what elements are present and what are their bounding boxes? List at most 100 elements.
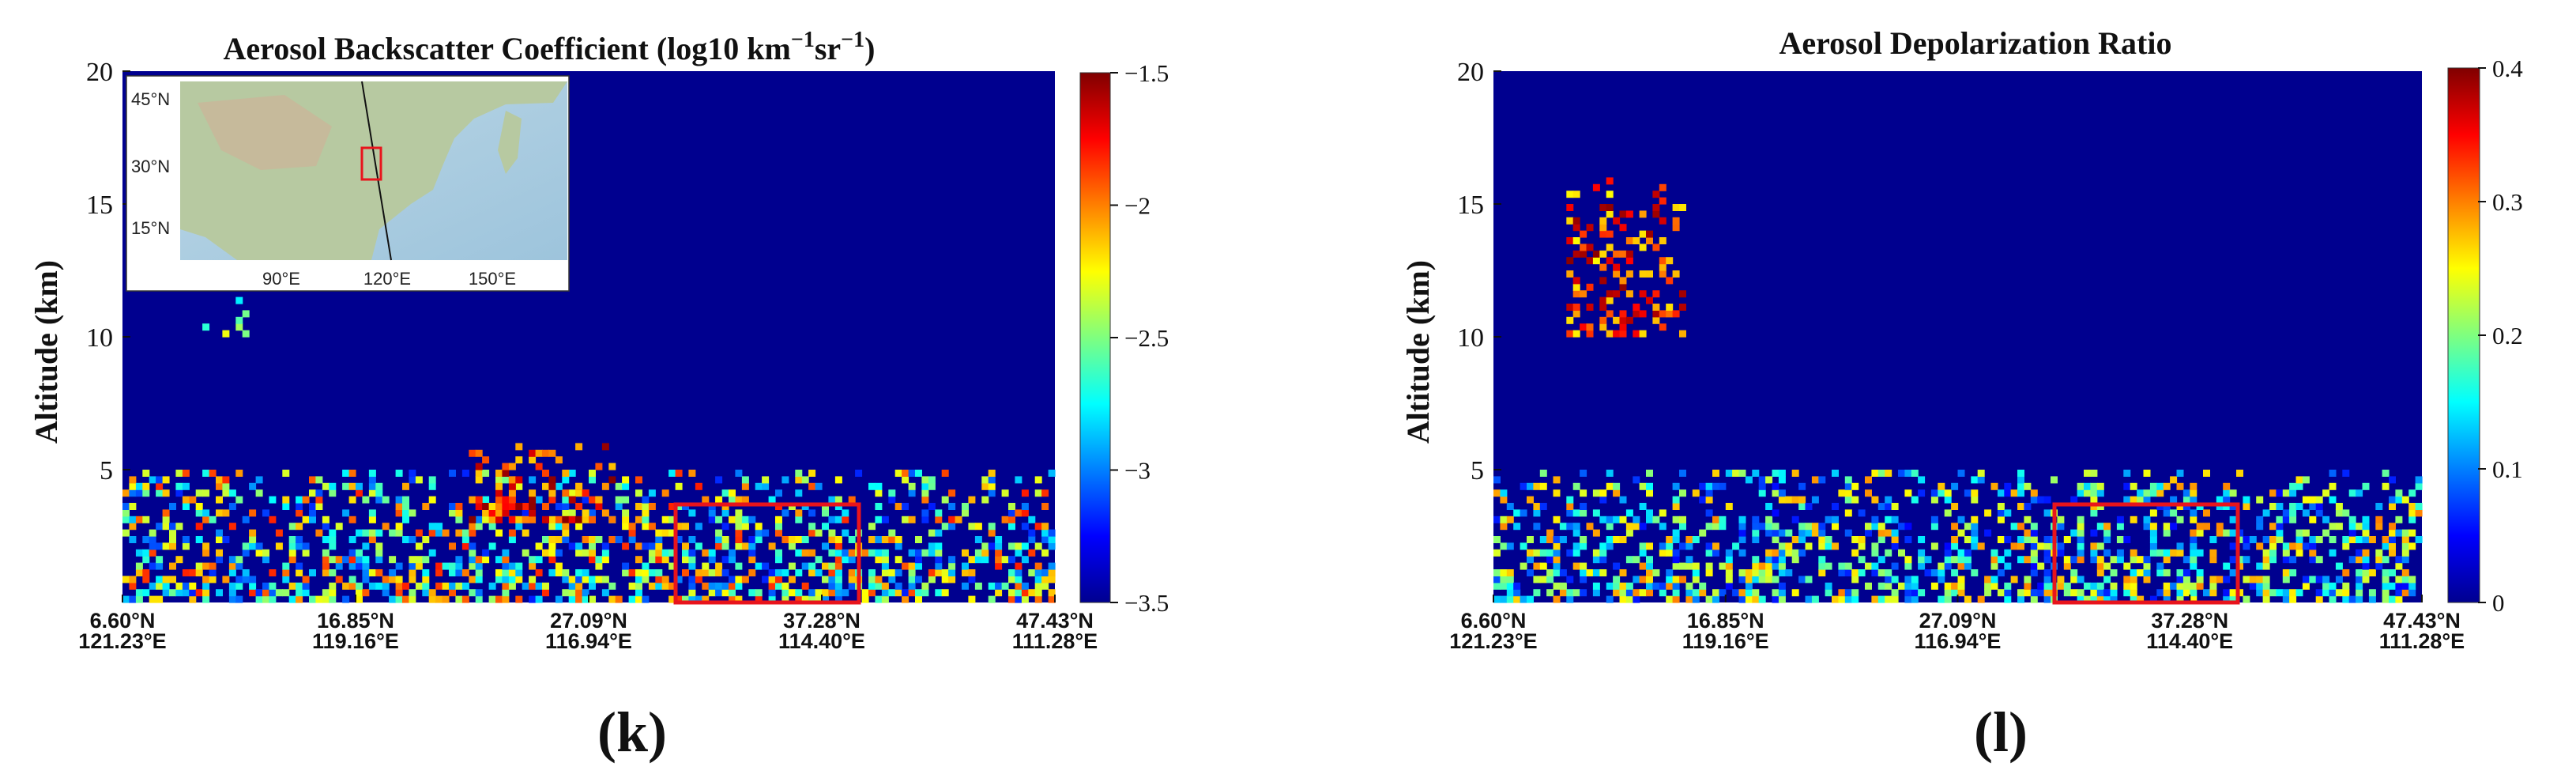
heatmap-cell (1944, 509, 1952, 517)
heatmap-cell (2004, 562, 2012, 570)
colorbar-tick-label: −2.5 (1124, 324, 1169, 352)
heatmap-cell (655, 549, 663, 557)
heatmap-cell (1500, 523, 1508, 531)
heatmap-cell (1951, 536, 1959, 543)
heatmap-cell (2110, 589, 2118, 597)
heatmap-cell (2289, 556, 2297, 564)
heatmap-cell (1679, 516, 1686, 523)
heatmap-cell (2116, 516, 2124, 523)
heatmap-cell (1725, 582, 1733, 590)
x-tick-lon: 114.40°E (2146, 629, 2233, 653)
heatmap-cell (555, 516, 563, 523)
heatmap-cell (189, 582, 197, 590)
heatmap-cell (695, 576, 702, 584)
heatmap-cell (915, 556, 922, 564)
heatmap-cell (142, 549, 150, 557)
heatmap-cell (962, 569, 969, 576)
heatmap-cell (628, 523, 636, 531)
heatmap-cell (2382, 542, 2390, 550)
heatmap-cell (1930, 523, 1938, 531)
heatmap-cell (1778, 569, 1786, 576)
heatmap-cell (2295, 589, 2303, 597)
heatmap-cell (2024, 589, 2032, 597)
heatmap-cell (2276, 529, 2284, 537)
heatmap-cell (1725, 562, 1733, 570)
heatmap-cell (2368, 569, 2376, 576)
heatmap-cell (2269, 536, 2277, 543)
heatmap-cell (2156, 589, 2164, 597)
heatmap-cell (409, 589, 416, 597)
heatmap-cell (2236, 470, 2243, 477)
heatmap-cell (2382, 595, 2390, 603)
heatmap-cell (708, 556, 716, 564)
heatmap-cell (1957, 582, 1965, 590)
heatmap-cell (1738, 516, 1746, 523)
heatmap-cell (1951, 589, 1959, 597)
heatmap-cell (881, 516, 889, 523)
heatmap-cell (2063, 589, 2071, 597)
heatmap-cell (1034, 523, 1042, 531)
heatmap-cell (1619, 536, 1627, 543)
heatmap-cell (628, 529, 636, 537)
heatmap-cell (828, 582, 836, 590)
heatmap-cell (1758, 476, 1766, 484)
heatmap-cell (1606, 470, 1614, 477)
heatmap-cell (156, 476, 164, 484)
heatmap-cell (729, 549, 736, 557)
heatmap-cell (2329, 589, 2337, 597)
heatmap-cell (1818, 536, 1826, 543)
heatmap-cell (322, 595, 330, 603)
heatmap-cell (881, 562, 889, 570)
heatmap-cell (2209, 582, 2217, 590)
heatmap-cell (702, 582, 710, 590)
heatmap-cell (2382, 482, 2390, 490)
heatmap-cell (535, 449, 543, 457)
heatmap-cell (622, 542, 630, 550)
heatmap-cell (2043, 582, 2051, 590)
heatmap-cell (2295, 549, 2303, 557)
inset-map-japan (498, 111, 522, 174)
heatmap-cell (368, 489, 376, 497)
heatmap-cell (908, 589, 916, 597)
heatmap-cell (622, 482, 630, 490)
heatmap-cell (575, 595, 583, 603)
heatmap-cell (1619, 569, 1627, 576)
heatmap-cell (608, 463, 616, 470)
heatmap-cell (642, 562, 650, 570)
heatmap-cell (941, 496, 949, 504)
colorbar-tick-label: 0.4 (2492, 55, 2523, 82)
heatmap-cell (2389, 523, 2396, 531)
heatmap-cell (1738, 576, 1746, 584)
heatmap-cell (995, 536, 1003, 543)
heatmap-cell (548, 536, 556, 543)
heatmap-cell (322, 536, 330, 543)
heatmap-cell (781, 589, 789, 597)
heatmap-cell (1580, 323, 1587, 331)
heatmap-cell (735, 536, 743, 543)
colorbar-tick-label: −1.5 (1124, 59, 1169, 87)
heatmap-cell (502, 476, 510, 484)
heatmap-cell (488, 582, 496, 590)
heatmap-cell (282, 589, 290, 597)
heatmap-cell (296, 562, 303, 570)
heatmap-cell (2090, 470, 2098, 477)
heatmap-cell (2289, 489, 2297, 497)
heatmap-cell (1765, 516, 1773, 523)
heatmap-cell (941, 523, 949, 531)
heatmap-cell (822, 523, 829, 531)
heatmap-cell (1619, 210, 1627, 218)
heatmap-cell (1832, 470, 1839, 477)
heatmap-cell (135, 595, 143, 603)
y-tick-label: 10 (1457, 323, 1484, 353)
heatmap-cell (2163, 589, 2171, 597)
heatmap-cell (2329, 470, 2337, 477)
heatmap-cell (382, 496, 390, 504)
heatmap-cell (1533, 549, 1541, 557)
heatmap-cell (1944, 589, 1952, 597)
heatmap-cell (1539, 562, 1547, 570)
heatmap-cell (1553, 549, 1561, 557)
heatmap-cell (2229, 489, 2237, 497)
heatmap-cell (1904, 489, 1912, 497)
heatmap-cell (1844, 489, 1852, 497)
heatmap-cell (2368, 536, 2376, 543)
